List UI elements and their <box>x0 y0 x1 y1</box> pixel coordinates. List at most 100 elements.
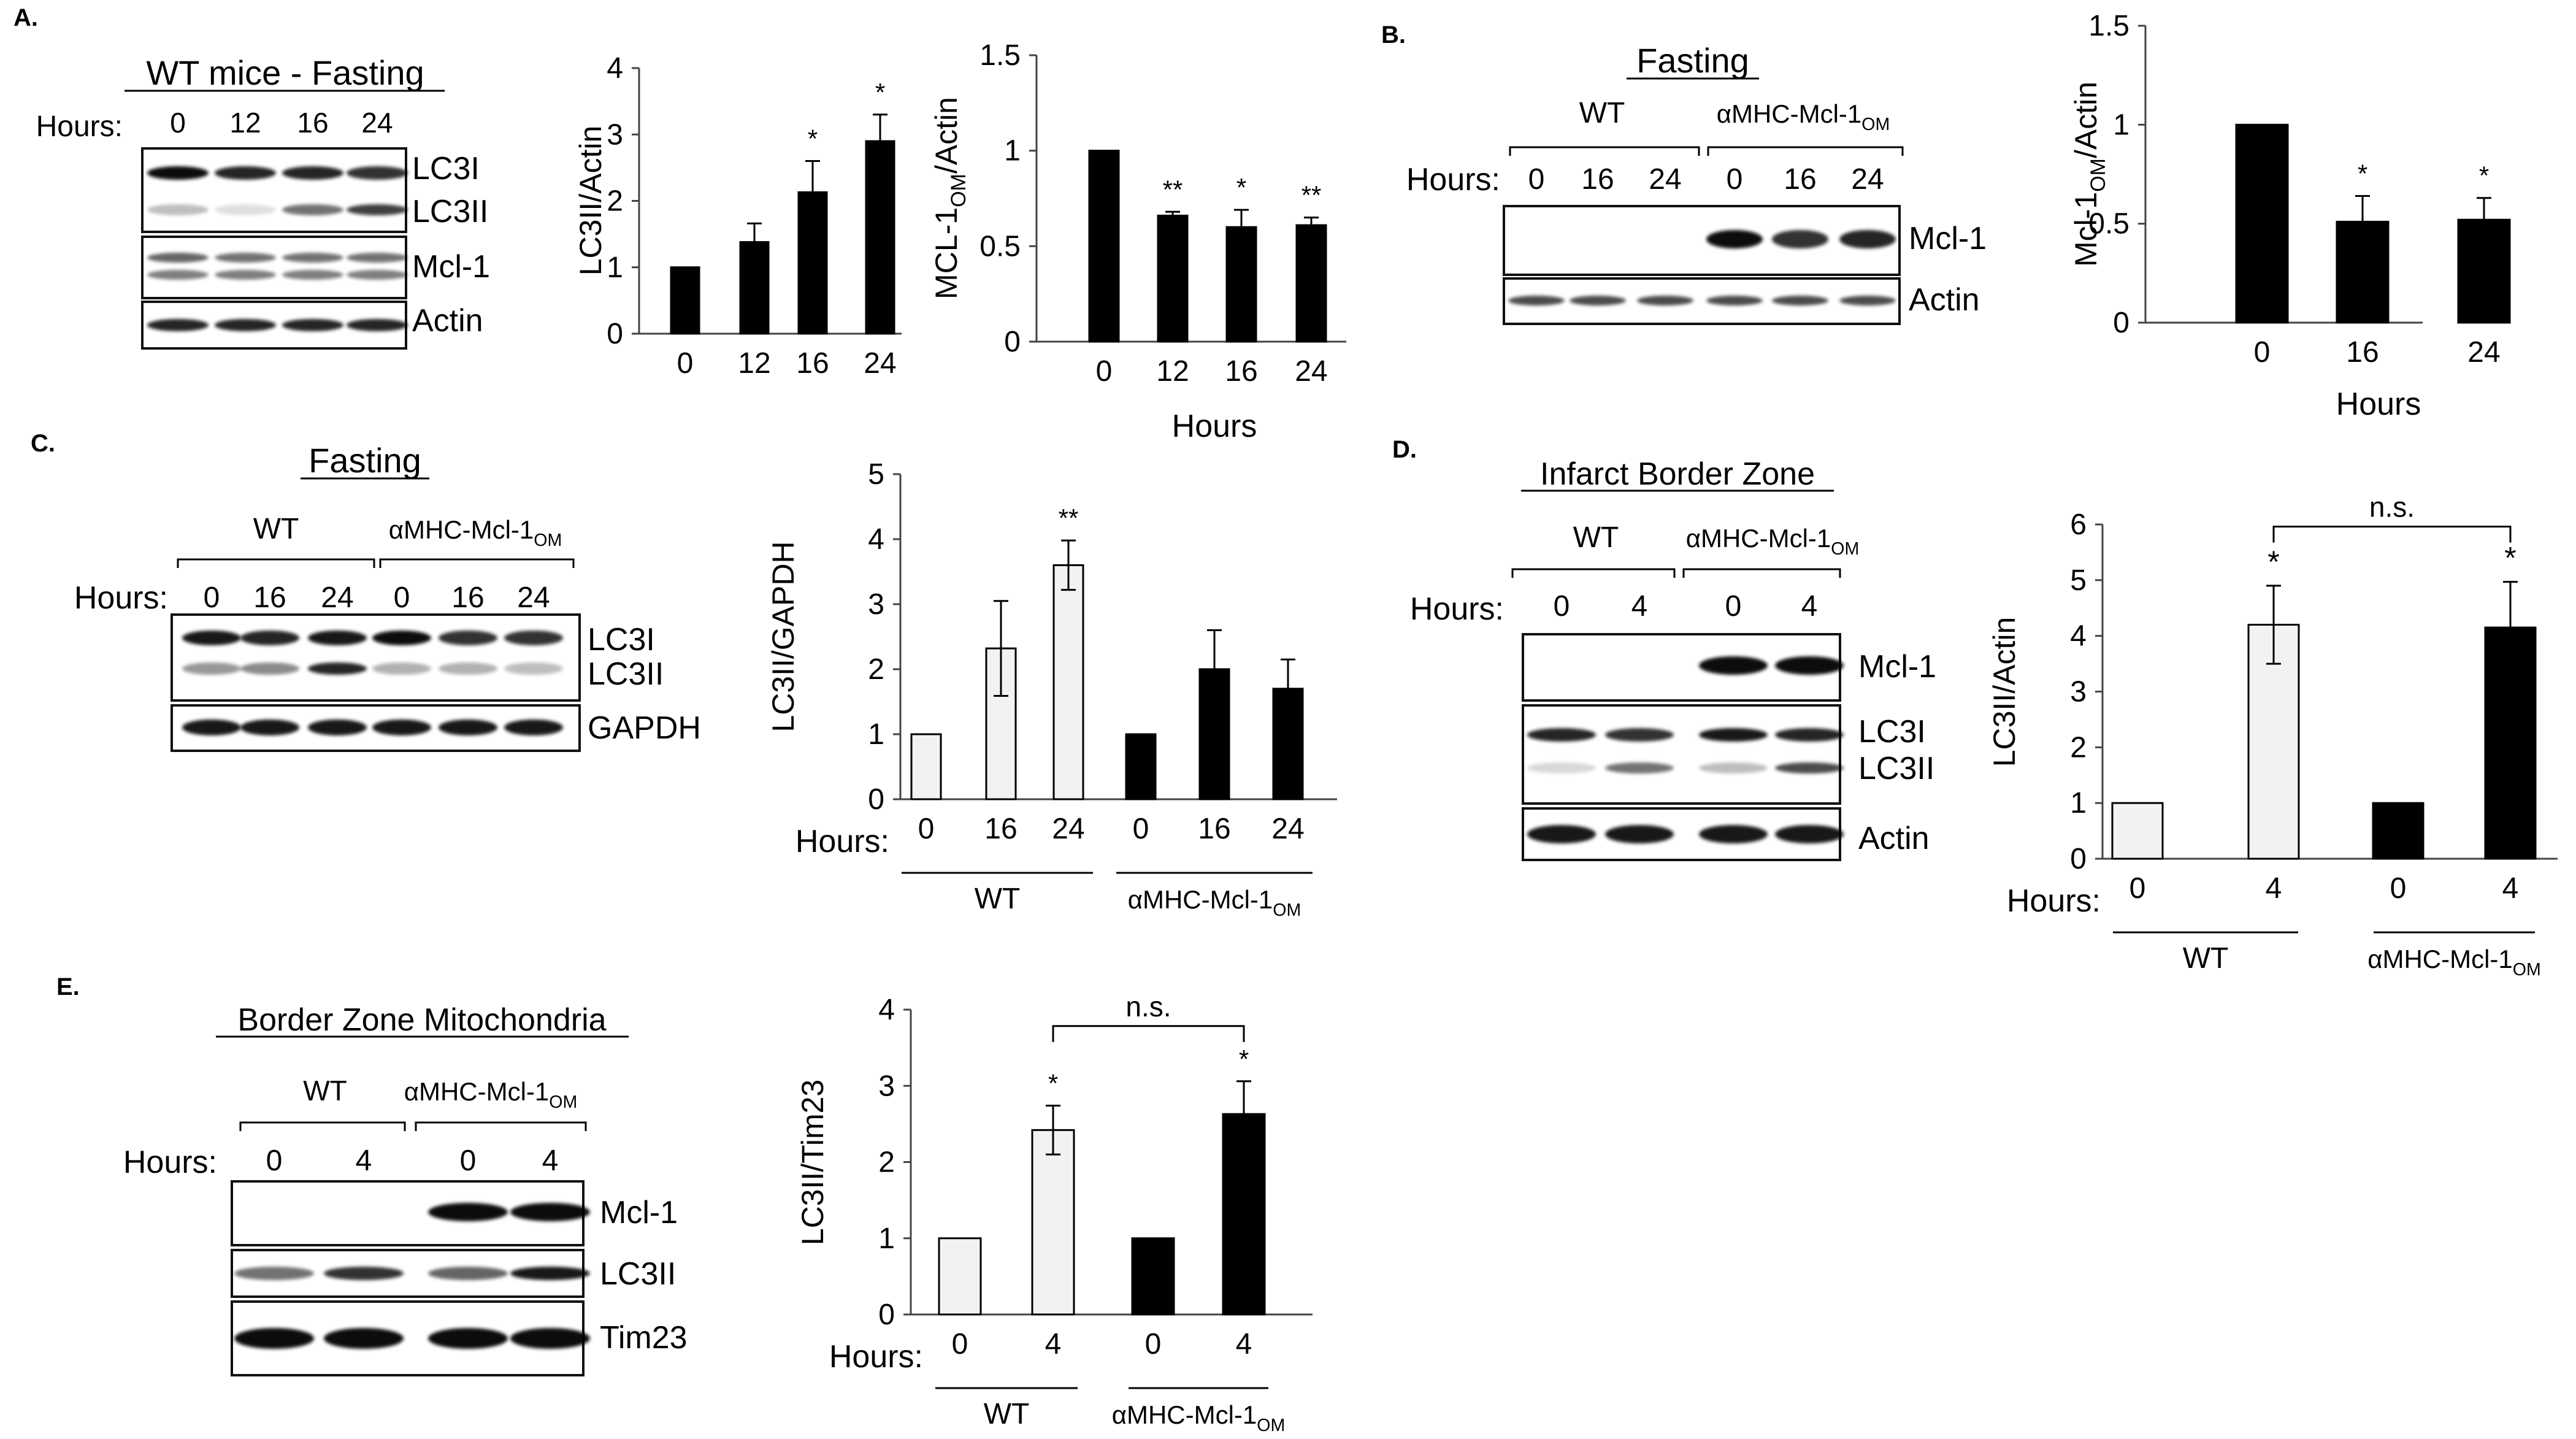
x-prefix-label: Hours: <box>2007 883 2101 919</box>
panel-a-lane-2: 16 <box>297 107 328 139</box>
significance-marker: ** <box>1301 181 1322 210</box>
panel-d-band-label-1: LC3I <box>1858 714 1926 750</box>
significance-marker: * <box>2358 159 2367 188</box>
panel-c-lc3ii-band-2 <box>308 662 367 675</box>
x-tick-label: 4 <box>1236 1328 1252 1360</box>
panel-a-lc3ii-band-0 <box>147 204 209 215</box>
panel-c-lc3-blot <box>171 613 581 702</box>
y-tick-label: 1 <box>878 1222 895 1255</box>
panel-e-lane-1: 4 <box>356 1145 372 1177</box>
bar <box>865 140 895 335</box>
panel-a-lc3i-band-1 <box>215 166 276 180</box>
panel-c-lc3ii-band-5 <box>504 662 563 675</box>
panel-a-mcl1-blot <box>141 236 407 299</box>
significance-marker: * <box>2504 541 2516 575</box>
panel-c-lc3i-band-2 <box>308 631 367 645</box>
y-tick-label: 5 <box>868 458 884 491</box>
bar <box>2372 802 2425 860</box>
x-prefix-label: Hours: <box>829 1339 923 1375</box>
panel-a-lc3ii-band-3 <box>347 204 408 215</box>
bar <box>1031 1129 1075 1316</box>
x-axis-label: Hours <box>1172 409 1257 444</box>
panel-a-lc3i-band-3 <box>347 166 408 180</box>
x-tick-label: 24 <box>2467 336 2500 369</box>
bar <box>2235 123 2289 324</box>
panel-d-band-label-2: LC3II <box>1858 751 1934 786</box>
panel-e-band-label-2: Tim23 <box>600 1320 688 1356</box>
y-tick-label: 4 <box>878 994 895 1026</box>
y-tick-label: 3 <box>607 118 623 151</box>
panel-d-bracket-mcl1 <box>1682 568 1841 578</box>
y-tick-label: 1.5 <box>2088 10 2129 42</box>
x-tick-label: 0 <box>918 813 935 845</box>
chart-e: 0 1 2 3 4 LC3II/Tim23 0 * 4 0 * 4 Hours: WT αMHC-Mcl-1… <box>795 991 1313 1435</box>
panel-b-band-label-0: Mcl-1 <box>1909 221 1987 256</box>
panel-c-lc3ii-band-1 <box>240 662 299 675</box>
panel-c-bracket-mcl1 <box>379 558 575 568</box>
panel-d-band-label-3: Actin <box>1858 821 1930 856</box>
panel-c-gapdh-band-4 <box>439 720 497 735</box>
panel-e-lc3ii-band-3 <box>510 1267 590 1280</box>
significance-marker: * <box>1236 173 1246 202</box>
panel-d-group-0: WT <box>1573 521 1619 554</box>
y-axis-label: LC3II/GAPDH <box>766 541 800 732</box>
comparison-bracket <box>1052 1025 1245 1042</box>
panel-a-lane-3: 24 <box>361 107 393 139</box>
y-tick-label: 4 <box>607 52 623 85</box>
panel-c-group-1: αMHC-Mcl-1OM <box>389 515 562 550</box>
panel-e-mcl1-band-3 <box>510 1203 590 1221</box>
panel-b-bracket-mcl1 <box>1707 146 1904 156</box>
panel-e-lane-2: 0 <box>460 1145 477 1177</box>
panel-e-lc3ii-band-1 <box>324 1267 404 1280</box>
y-tick-label: 0 <box>607 318 623 350</box>
group-label: WT <box>975 883 1021 915</box>
panel-d-lc3i-band-1 <box>1605 728 1674 742</box>
bar <box>938 1237 982 1316</box>
comparison-bracket <box>2272 526 2512 543</box>
chart-c: 0 1 2 3 4 5 LC3II/GAPDH 0 16 ** 24 0 16 24 Hours: WT αMH… <box>766 458 1337 920</box>
panel-a-mcl1-band-2 <box>282 253 343 263</box>
group-label: WT <box>2183 942 2229 975</box>
y-tick-label: 3 <box>868 588 884 621</box>
panel-b-actin-band-0 <box>1508 296 1565 305</box>
panel-c-lc3ii-band-3 <box>372 662 431 675</box>
bar <box>1125 733 1157 800</box>
significance-marker: * <box>2267 545 2279 579</box>
bar <box>1295 224 1327 343</box>
panel-c-lane-0: 0 <box>204 581 220 614</box>
bar <box>1088 150 1120 343</box>
bar <box>1157 215 1189 343</box>
significance-marker: * <box>1048 1069 1058 1098</box>
panel-d-bracket-wt <box>1511 568 1676 578</box>
y-tick-label: 0 <box>2070 843 2087 875</box>
x-tick-label: 0 <box>2390 872 2407 905</box>
panel-e-lane-0: 0 <box>266 1145 283 1177</box>
panel-c-lc3i-band-4 <box>439 631 497 645</box>
y-tick-label: 0 <box>868 783 884 816</box>
panel-c-lane-3: 0 <box>394 581 410 614</box>
y-tick-label: 0.5 <box>979 230 1021 263</box>
panel-d-actin-band-2 <box>1699 825 1768 843</box>
panel-d-lc3-blot <box>1522 704 1841 805</box>
x-tick-label: 0 <box>952 1328 968 1360</box>
panel-e-tim23-band-2 <box>428 1328 508 1349</box>
panel-d-lane-1: 4 <box>1631 590 1648 623</box>
panel-c-gapdh-band-5 <box>504 720 563 735</box>
comparison-label: n.s. <box>2369 491 2415 523</box>
y-tick-label: 3 <box>878 1070 895 1102</box>
panel-d-actin-band-3 <box>1775 825 1844 843</box>
panel-b-mcl1-band-3 <box>1706 230 1763 248</box>
panel-c-hours-label: Hours: <box>74 580 168 616</box>
panel-c-gapdh-band-1 <box>240 720 299 735</box>
panel-a-mcl1b-band-3 <box>347 270 408 280</box>
bar <box>1131 1237 1175 1316</box>
panel-a-mcl1-band-0 <box>147 253 209 263</box>
significance-marker: * <box>808 125 818 153</box>
panel-a-band-label-1: LC3II <box>412 194 488 229</box>
x-tick-label: 16 <box>1198 813 1230 845</box>
panel-a-band-label-0: LC3I <box>412 151 480 186</box>
panel-b-group-1: αMHC-Mcl-1OM <box>1717 99 1890 134</box>
panel-a-hours-label: Hours: <box>36 110 123 143</box>
panel-d-lc3i-band-3 <box>1775 728 1844 742</box>
